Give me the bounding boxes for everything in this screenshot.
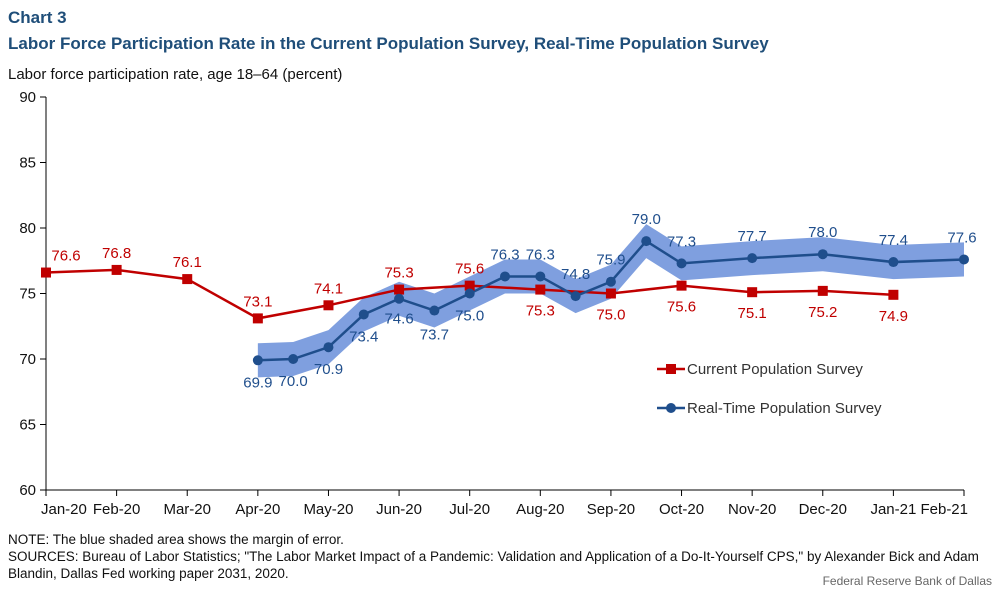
x-tick-label: Feb-20	[93, 501, 141, 518]
data-label-real-time-population-survey: 74.6	[384, 311, 413, 328]
data-label-current-population-survey: 75.3	[526, 303, 555, 320]
data-label-current-population-survey: 73.1	[243, 293, 272, 310]
data-point-real-time-population-survey	[394, 293, 405, 304]
data-label-real-time-population-survey: 79.0	[632, 211, 661, 228]
data-point-real-time-population-survey	[605, 276, 616, 287]
data-label-real-time-population-survey: 77.7	[738, 228, 767, 245]
data-label-current-population-survey: 75.0	[596, 307, 625, 324]
x-tick-label: Sep-20	[587, 501, 635, 518]
data-point-real-time-population-survey	[500, 271, 510, 282]
data-point-current-population-survey	[182, 274, 193, 285]
legend-marker-current-population-survey	[666, 364, 676, 374]
data-label-real-time-population-survey: 70.9	[314, 361, 343, 378]
x-tick-label: Apr-20	[235, 501, 280, 518]
data-label-real-time-population-survey: 76.3	[490, 246, 519, 263]
x-tick-label: Oct-20	[659, 501, 704, 518]
x-tick-label: Jan-20	[41, 501, 87, 518]
y-tick-label: 65	[19, 417, 36, 434]
data-point-current-population-survey	[252, 313, 263, 324]
data-label-real-time-population-survey: 73.7	[420, 327, 449, 344]
y-tick-label: 60	[19, 482, 36, 499]
data-point-real-time-population-survey	[817, 249, 828, 260]
data-point-real-time-population-survey	[959, 254, 969, 265]
data-label-real-time-population-survey: 74.8	[561, 266, 590, 283]
y-tick-label: 90	[19, 89, 36, 106]
data-point-current-population-survey	[464, 280, 475, 291]
data-point-current-population-survey	[817, 285, 828, 296]
y-axis-label: Labor force participation rate, age 18–6…	[8, 66, 343, 83]
data-label-real-time-population-survey: 69.9	[243, 374, 272, 391]
data-point-current-population-survey	[111, 264, 122, 275]
x-tick-label: Aug-20	[516, 501, 564, 518]
y-tick-label: 80	[19, 220, 36, 237]
data-point-real-time-population-survey	[464, 288, 475, 299]
data-point-current-population-survey	[41, 267, 51, 278]
data-label-real-time-population-survey: 76.3	[526, 246, 555, 263]
y-tick-label: 70	[19, 351, 36, 368]
data-point-current-population-survey	[747, 287, 758, 298]
data-label-real-time-population-survey: 77.3	[667, 233, 696, 250]
x-tick-label: Nov-20	[728, 501, 776, 518]
data-point-current-population-survey	[676, 280, 687, 291]
credit-line: Federal Reserve Bank of Dallas	[822, 574, 992, 588]
margin-of-error-band	[257, 224, 964, 378]
x-tick-label: Jul-20	[449, 501, 490, 518]
data-point-real-time-population-survey	[570, 291, 581, 302]
data-label-real-time-population-survey: 77.6	[947, 229, 976, 246]
y-tick-label: 85	[19, 155, 36, 172]
chart-number: Chart 3	[8, 8, 67, 27]
data-point-real-time-population-survey	[676, 258, 687, 269]
data-label-current-population-survey: 74.1	[314, 280, 343, 297]
legend-label-real-time-population-survey: Real-Time Population Survey	[687, 400, 882, 417]
data-label-real-time-population-survey: 70.0	[279, 373, 308, 390]
data-point-real-time-population-survey	[323, 342, 334, 353]
x-tick-label: Dec-20	[799, 501, 847, 518]
data-label-real-time-population-survey: 77.4	[879, 232, 908, 249]
data-point-current-population-survey	[394, 284, 405, 295]
legend-label-current-population-survey: Current Population Survey	[687, 361, 863, 378]
data-label-real-time-population-survey: 75.9	[596, 252, 625, 269]
data-label-current-population-survey: 75.1	[738, 305, 767, 322]
footnote-note: NOTE: The blue shaded area shows the mar…	[8, 532, 344, 547]
data-point-real-time-population-survey	[358, 309, 369, 320]
data-label-real-time-population-survey: 75.0	[455, 308, 484, 325]
data-point-real-time-population-survey	[641, 236, 652, 247]
x-tick-label: Feb-21	[920, 501, 968, 518]
data-label-current-population-survey: 76.8	[102, 245, 131, 262]
data-point-current-population-survey	[535, 284, 546, 295]
data-label-current-population-survey: 76.1	[173, 254, 202, 271]
data-label-current-population-survey: 76.6	[51, 248, 80, 265]
data-label-current-population-survey: 75.3	[384, 265, 413, 282]
data-point-current-population-survey	[888, 289, 899, 300]
data-point-real-time-population-survey	[252, 355, 263, 366]
data-label-current-population-survey: 75.2	[808, 304, 837, 321]
data-point-current-population-survey	[323, 300, 334, 311]
x-tick-label: Jun-20	[376, 501, 422, 518]
data-point-real-time-population-survey	[429, 305, 440, 316]
footnote-sources: SOURCES: Bureau of Labor Statistics; "Th…	[8, 549, 979, 581]
data-label-real-time-population-survey: 73.4	[349, 328, 378, 345]
data-label-current-population-survey: 75.6	[667, 299, 696, 316]
chart-title: Labor Force Participation Rate in the Cu…	[8, 34, 769, 53]
data-point-real-time-population-survey	[747, 253, 758, 264]
y-tick-label: 75	[19, 286, 36, 303]
x-tick-label: May-20	[303, 501, 353, 518]
data-label-current-population-survey: 75.6	[455, 261, 484, 278]
legend-marker-real-time-population-survey	[666, 403, 676, 413]
data-point-real-time-population-survey	[888, 257, 899, 268]
x-tick-label: Jan-21	[870, 501, 916, 518]
data-label-current-population-survey: 74.9	[879, 308, 908, 325]
data-label-real-time-population-survey: 78.0	[808, 224, 837, 241]
data-point-real-time-population-survey	[535, 271, 546, 282]
x-tick-label: Mar-20	[163, 501, 211, 518]
data-point-real-time-population-survey	[288, 354, 299, 364]
data-point-current-population-survey	[605, 288, 616, 299]
